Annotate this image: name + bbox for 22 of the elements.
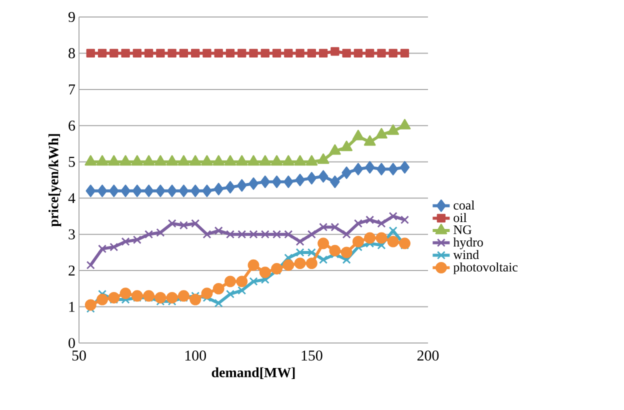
- y-tick-label: 8: [68, 48, 75, 58]
- legend-label: coal: [454, 200, 474, 210]
- legend-label: NG: [454, 225, 472, 234]
- x-tick-label: 100: [185, 350, 206, 361]
- y-tick-label: 3: [68, 229, 75, 240]
- y-tick-label: 2: [68, 266, 75, 276]
- y-tick-label: 5: [68, 156, 75, 167]
- legend-label: photovoltaic: [453, 262, 518, 274]
- legend-label: wind: [453, 250, 479, 260]
- y-axis-title: price[yen/kWh]: [48, 134, 62, 227]
- legend-label: hydro: [453, 238, 483, 250]
- x-tick-label: 50: [72, 350, 86, 361]
- y-tick-label: 6: [68, 120, 76, 131]
- x-tick-label: 200: [417, 350, 439, 361]
- legend-label: oil: [454, 212, 467, 222]
- x-axis-title: demand[MW]: [212, 367, 295, 379]
- y-tick-label: 9: [68, 12, 75, 22]
- y-tick-label: 7: [68, 84, 76, 94]
- y-tick-label: 4: [68, 193, 76, 204]
- y-tick-label: 1: [69, 302, 75, 312]
- x-tick-label: 150: [302, 350, 322, 361]
- y-tick-label: 0: [68, 338, 75, 348]
